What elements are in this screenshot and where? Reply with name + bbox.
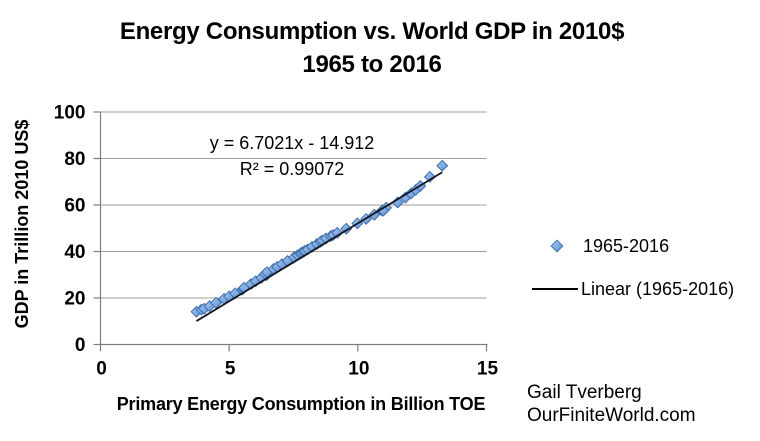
attribution: Gail Tverberg OurFiniteWorld.com: [527, 381, 696, 427]
legend-trend-label: Linear (1965-2016): [581, 279, 735, 299]
attribution-website: OurFiniteWorld.com: [527, 405, 696, 426]
legend-diamond-marker-icon: [550, 239, 564, 253]
x-tick-label: 10: [348, 359, 369, 380]
y-tick-label: 40: [64, 242, 85, 263]
chart-title-line1: Energy Consumption vs. World GDP in 2010…: [119, 18, 625, 45]
y-tick-label: 80: [64, 149, 85, 170]
chart-title-line2: 1965 to 2016: [302, 51, 442, 78]
y-tick-label: 60: [64, 196, 85, 217]
trendline: [196, 171, 443, 322]
x-axis-title: Primary Energy Consumption in Billion TO…: [116, 394, 486, 414]
legend-series-label: 1965-2016: [583, 236, 670, 256]
chart-title: Energy Consumption vs. World GDP in 2010…: [0, 15, 744, 81]
y-tick-label: 100: [54, 103, 86, 124]
y-tick-label: 20: [64, 289, 85, 310]
trendline-r-squared: R² = 0.99072: [239, 159, 345, 179]
x-tick-label: 0: [96, 359, 107, 380]
data-point-2009: [377, 204, 390, 217]
data-point-2002: [331, 226, 344, 239]
trendline-equation: y = 6.7021x - 14.912: [209, 133, 375, 153]
x-tick-label: 5: [225, 359, 236, 380]
data-point-2015: [423, 170, 436, 183]
attribution-author: Gail Tverberg: [527, 382, 642, 403]
y-axis-title: GDP in Trillion 2010 US$: [12, 119, 32, 329]
y-tick-label: 0: [75, 335, 86, 356]
data-point-2003: [340, 222, 353, 235]
legend-trendline-sample-icon: [532, 288, 578, 290]
x-tick-label: 15: [477, 359, 499, 380]
data-point-2016: [436, 159, 449, 172]
trendline-annotation: y = 6.7021x - 14.912 R² = 0.99072: [159, 130, 425, 182]
data-point-2006: [368, 208, 381, 221]
